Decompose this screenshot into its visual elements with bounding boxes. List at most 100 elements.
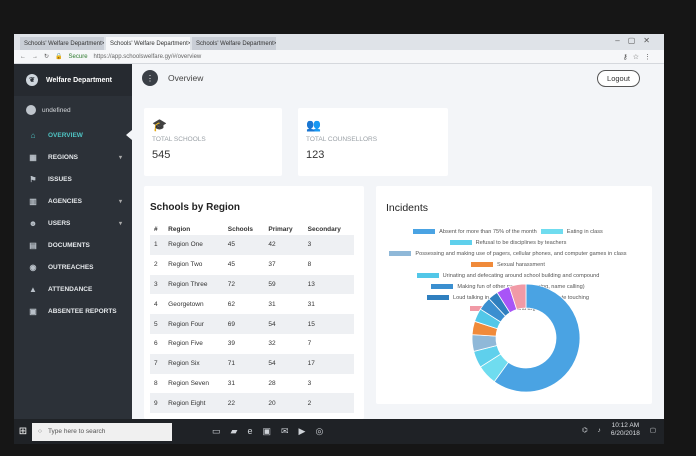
notifications-icon[interactable]: ▢ bbox=[649, 427, 656, 434]
sidebar-item-label: OUTREACHES bbox=[48, 263, 94, 271]
back-icon[interactable]: ← bbox=[20, 53, 26, 60]
logout-button[interactable]: Logout bbox=[597, 70, 640, 87]
store-icon[interactable]: ▣ bbox=[262, 426, 271, 436]
sidebar-item-agencies[interactable]: ▥ AGENCIES ▾ bbox=[14, 190, 132, 212]
table-cell: Region Seven bbox=[168, 379, 210, 387]
sidebar-item-label: REGIONS bbox=[48, 153, 78, 161]
file-explorer-icon[interactable]: ▰ bbox=[230, 426, 238, 436]
legend-swatch[interactable] bbox=[449, 240, 472, 245]
sidebar-item-documents[interactable]: ▤ DOCUMENTS bbox=[14, 234, 132, 256]
window-controls[interactable]: –▢✕ bbox=[615, 36, 658, 45]
browser-tab-2[interactable]: Schools' Welfare Department × bbox=[106, 37, 190, 50]
table-cell: 2 bbox=[154, 261, 158, 269]
sidebar-item-label: ISSUES bbox=[48, 175, 72, 183]
legend-label: Eating in class bbox=[566, 228, 603, 235]
close-icon[interactable]: × bbox=[187, 40, 190, 47]
legend-swatch[interactable] bbox=[389, 251, 412, 256]
legend-swatch[interactable] bbox=[431, 284, 454, 289]
browser-tab-3[interactable]: Schools' Welfare Department × bbox=[192, 37, 276, 50]
table-row: 5 Region Four 69 54 15 bbox=[150, 314, 354, 334]
table-cell: Region Five bbox=[168, 340, 203, 348]
search-placeholder: Type here to search bbox=[47, 428, 106, 435]
sidebar-item-overview[interactable]: ⌂ OVERVIEW bbox=[14, 124, 132, 146]
taskbar: ⊞ ○ Type here to search ▭ ▰ e ▣ ✉ ▶ ◎ ⌬ … bbox=[14, 419, 664, 444]
attendance-icon: ▲ bbox=[29, 284, 37, 294]
network-icon[interactable]: ⌬ bbox=[581, 427, 588, 434]
system-tray: ⌬ ♪ 10:12 AM 6/20/2018 ▢ bbox=[582, 422, 656, 438]
edge-icon[interactable]: e bbox=[247, 426, 253, 436]
legend-label: Possessing and making use of pagers, cel… bbox=[415, 250, 627, 257]
forward-icon[interactable]: → bbox=[32, 53, 38, 60]
menu-toggle-icon[interactable]: ⋮ bbox=[142, 70, 158, 86]
chrome-icon[interactable]: ◎ bbox=[315, 426, 324, 436]
donut-slice-10[interactable] bbox=[508, 283, 527, 310]
clock[interactable]: 10:12 AM 6/20/2018 bbox=[611, 422, 640, 438]
task-view-icon[interactable]: ▭ bbox=[212, 426, 221, 436]
table-cell: 59 bbox=[264, 274, 304, 295]
table-cell: 6 bbox=[154, 340, 158, 348]
sidebar-item-label: ABSENTEE REPORTS bbox=[48, 307, 117, 315]
browser-menu-icons[interactable]: ⚷☆⋮ bbox=[622, 54, 656, 61]
legend-label: Absent for more than 75% of the month bbox=[439, 228, 537, 235]
logo-icon: ❦ bbox=[26, 74, 38, 86]
sidebar-item-users[interactable]: ☻ USERS ▾ bbox=[14, 212, 132, 234]
stat-value: 123 bbox=[306, 149, 325, 161]
table-cell: 3 bbox=[303, 235, 354, 255]
close-icon[interactable]: × bbox=[273, 40, 276, 47]
column-header: Region bbox=[168, 225, 191, 233]
legend-swatch[interactable] bbox=[416, 273, 439, 278]
table-cell: 62 bbox=[227, 300, 235, 308]
table-cell: Region Two bbox=[168, 261, 203, 269]
document-icon: ▤ bbox=[29, 240, 37, 250]
volume-icon[interactable]: ♪ bbox=[597, 426, 601, 434]
sidebar-item-outreaches[interactable]: ◉ OUTREACHES bbox=[14, 256, 132, 278]
table-cell: 20 bbox=[264, 393, 304, 414]
table-cell: 7 bbox=[150, 353, 165, 374]
legend-swatch[interactable] bbox=[540, 229, 563, 234]
legend-swatch[interactable] bbox=[426, 295, 449, 300]
address-bar[interactable]: ← → ↻ 🔒 Secure https://app.schoolswelfar… bbox=[14, 50, 664, 64]
table-cell: 17 bbox=[303, 353, 354, 374]
legend-swatch[interactable] bbox=[471, 262, 494, 267]
user-profile[interactable]: undefined bbox=[14, 96, 132, 124]
topbar: ⋮ Overview bbox=[132, 64, 664, 92]
donut-slice-1[interactable] bbox=[493, 283, 581, 393]
stat-card-counsellors: 👥 TOTAL COUNSELLORS 123 bbox=[298, 108, 448, 176]
media-icon[interactable]: ▶ bbox=[298, 426, 306, 436]
sidebar-item-attendance[interactable]: ▲ ATTENDANCE bbox=[14, 278, 132, 300]
table-cell: 39 bbox=[227, 340, 235, 348]
table-cell: 32 bbox=[268, 340, 276, 348]
reload-icon[interactable]: ↻ bbox=[44, 54, 50, 60]
legend-row: Urinating and defecating around school b… bbox=[388, 270, 628, 281]
sidebar-item-regions[interactable]: ▦ REGIONS ▾ bbox=[14, 146, 132, 168]
table-cell: 9 bbox=[150, 393, 165, 414]
table-cell: 45 bbox=[223, 235, 265, 255]
taskbar-search-input[interactable]: ○ Type here to search bbox=[32, 422, 172, 441]
table-row: 6 Region Five 39 32 7 bbox=[150, 334, 354, 354]
table-cell: Region Three bbox=[164, 274, 224, 295]
table-cell: 31 bbox=[307, 300, 315, 308]
url-text[interactable]: https://app.schoolswelfare.gy/#/overview bbox=[93, 53, 202, 60]
sidebar-item-label: DOCUMENTS bbox=[48, 241, 90, 249]
table-cell: 54 bbox=[264, 353, 304, 374]
tab-label: Schools' Welfare Department bbox=[24, 40, 102, 47]
graduation-cap-icon: 🎓 bbox=[152, 118, 167, 132]
avatar bbox=[26, 105, 36, 115]
table-cell: 8 bbox=[154, 379, 158, 387]
table-cell: 22 bbox=[223, 393, 265, 414]
brand: ❦ Welfare Department bbox=[14, 64, 132, 96]
sidebar-item-absentee-reports[interactable]: ▣ ABSENTEE REPORTS bbox=[14, 300, 132, 322]
table-cell: 31 bbox=[227, 379, 235, 387]
table-cell: 37 bbox=[268, 261, 276, 269]
home-icon: ⌂ bbox=[30, 130, 36, 140]
close-icon[interactable]: × bbox=[101, 40, 104, 47]
users-icon: 👥 bbox=[306, 118, 321, 132]
legend-row: Absent for more than 75% of the month Eat… bbox=[388, 226, 628, 237]
chevron-down-icon: ▾ bbox=[118, 154, 122, 161]
windows-start-icon[interactable]: ⊞ bbox=[18, 426, 28, 437]
sidebar-item-issues[interactable]: ⚑ ISSUES bbox=[14, 168, 132, 190]
legend-swatch[interactable] bbox=[413, 229, 436, 234]
mail-icon[interactable]: ✉ bbox=[280, 426, 289, 436]
table-cell: 15 bbox=[303, 314, 354, 334]
browser-tab-1[interactable]: Schools' Welfare Department × bbox=[20, 37, 104, 50]
